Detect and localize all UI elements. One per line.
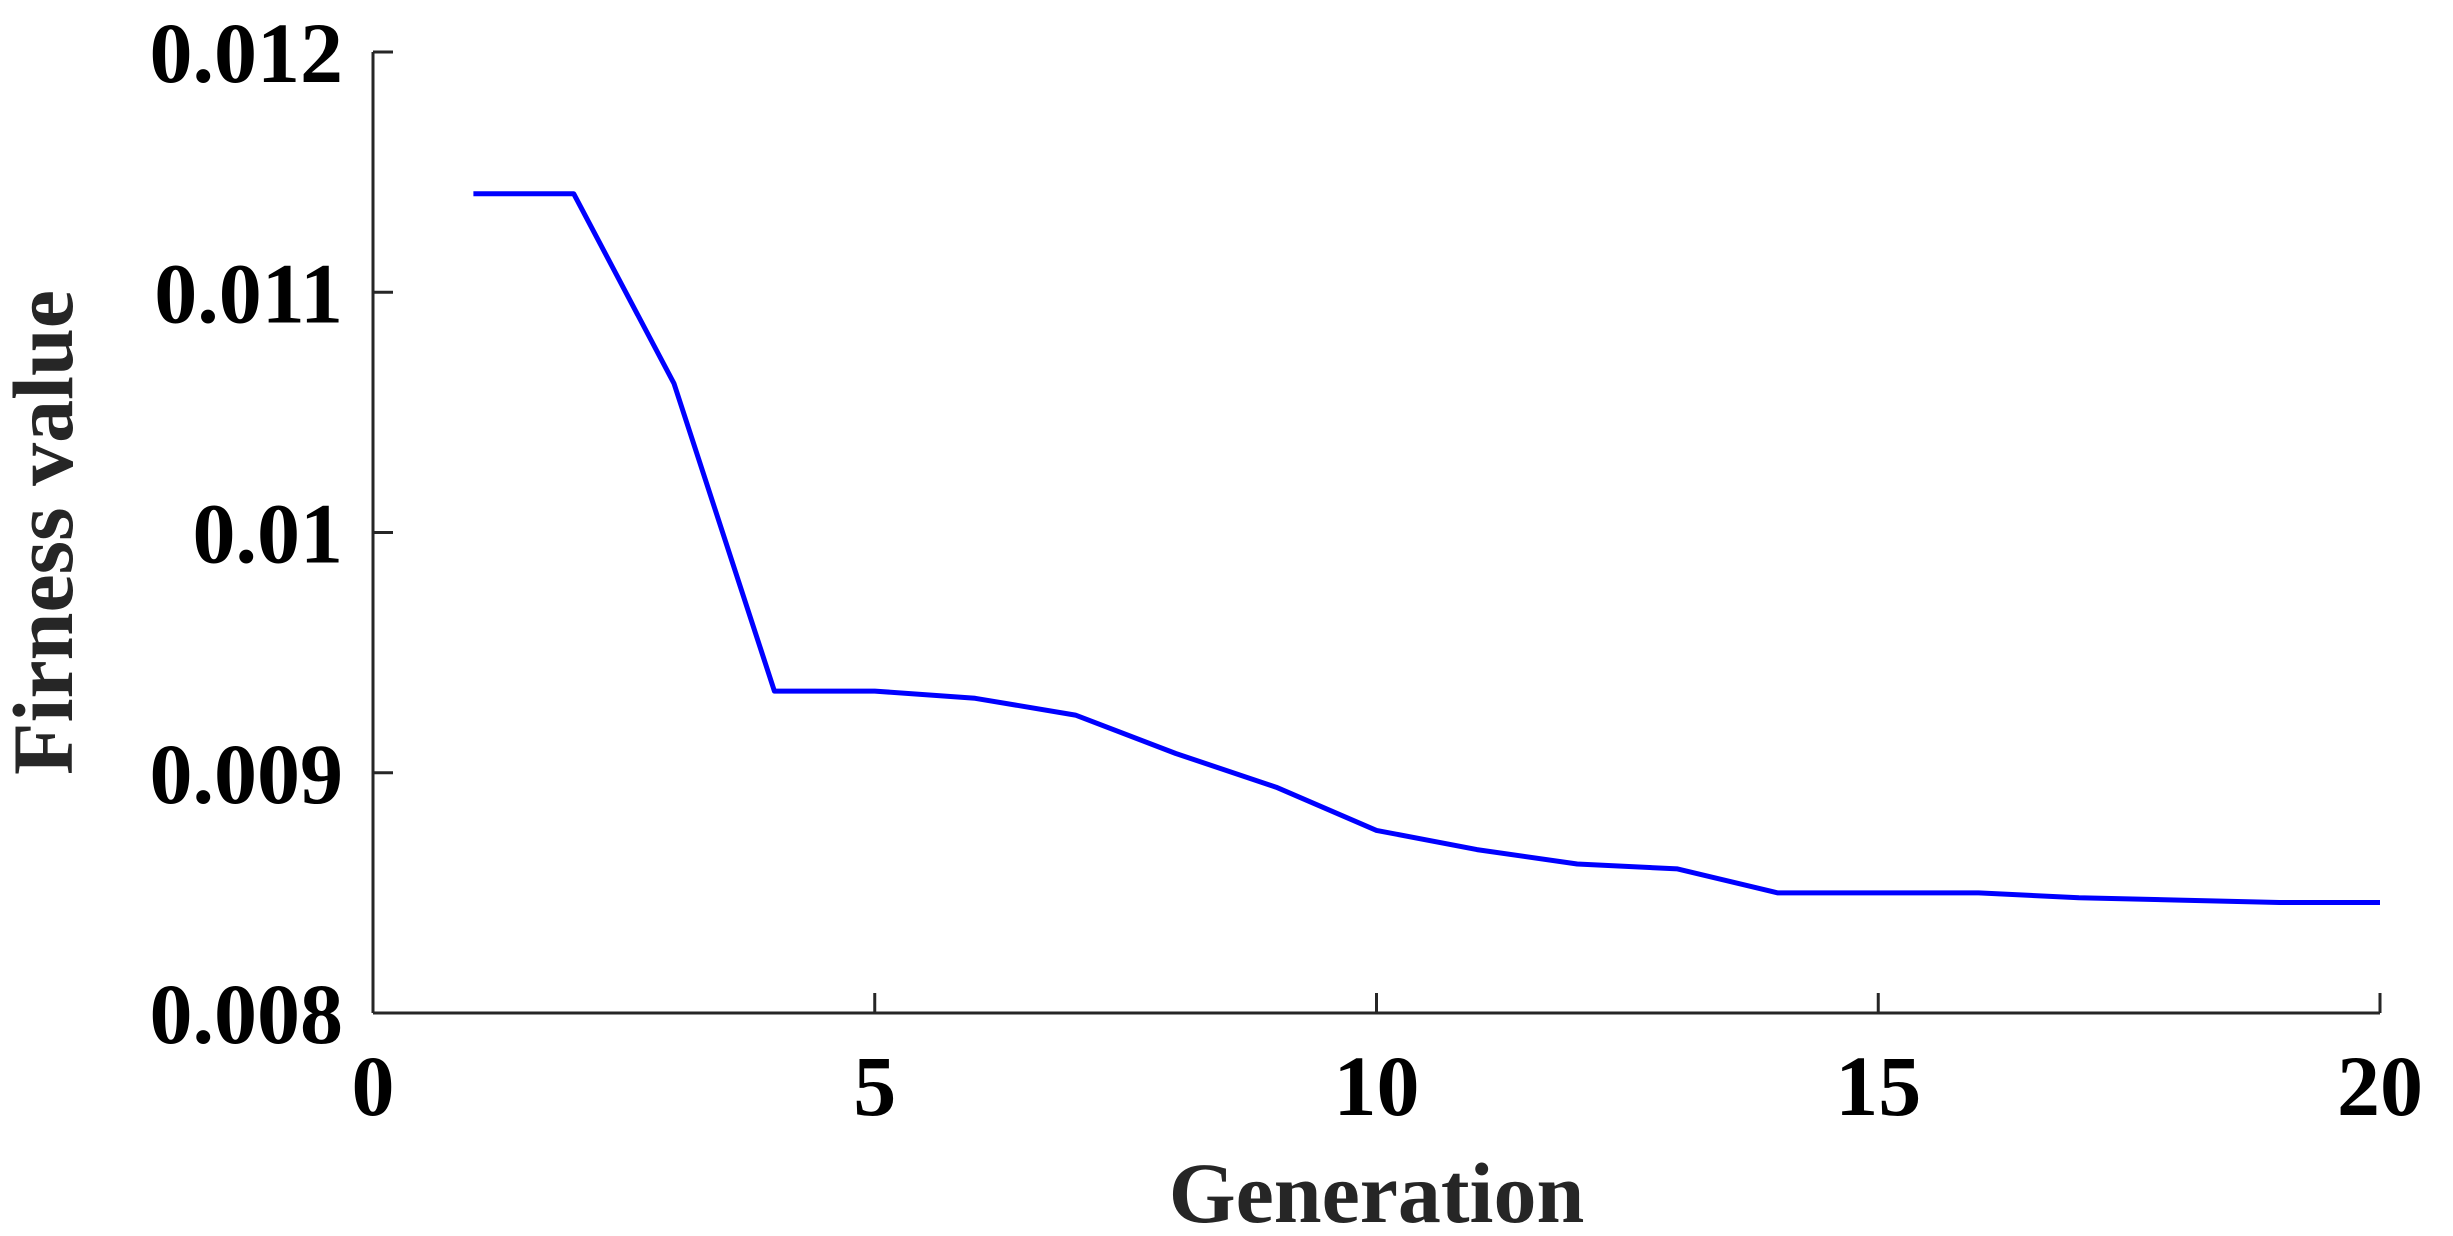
y-tick-label: 0.01 [193,486,344,582]
y-tick-label: 0.012 [150,5,344,101]
y-tick-label: 0.009 [150,726,344,822]
series-layer [473,191,2380,905]
ticks: 0 5 10 15 20 0.008 0.009 0.01 0.011 0.012 [150,5,2424,1134]
x-tick-label: 0 [352,1038,395,1134]
x-tick-label: 15 [1835,1038,1921,1134]
x-tick-label: 5 [853,1038,896,1134]
y-axis-label: Firness value [0,290,91,775]
y-tick-label: 0.011 [154,245,343,341]
series-line [473,191,2380,905]
axes [371,52,2380,1015]
y-tick-label: 0.008 [150,966,344,1062]
x-axis-label: Generation [1169,1145,1585,1236]
x-tick-label: 20 [2337,1038,2423,1134]
x-tick-label: 10 [1334,1038,1420,1134]
